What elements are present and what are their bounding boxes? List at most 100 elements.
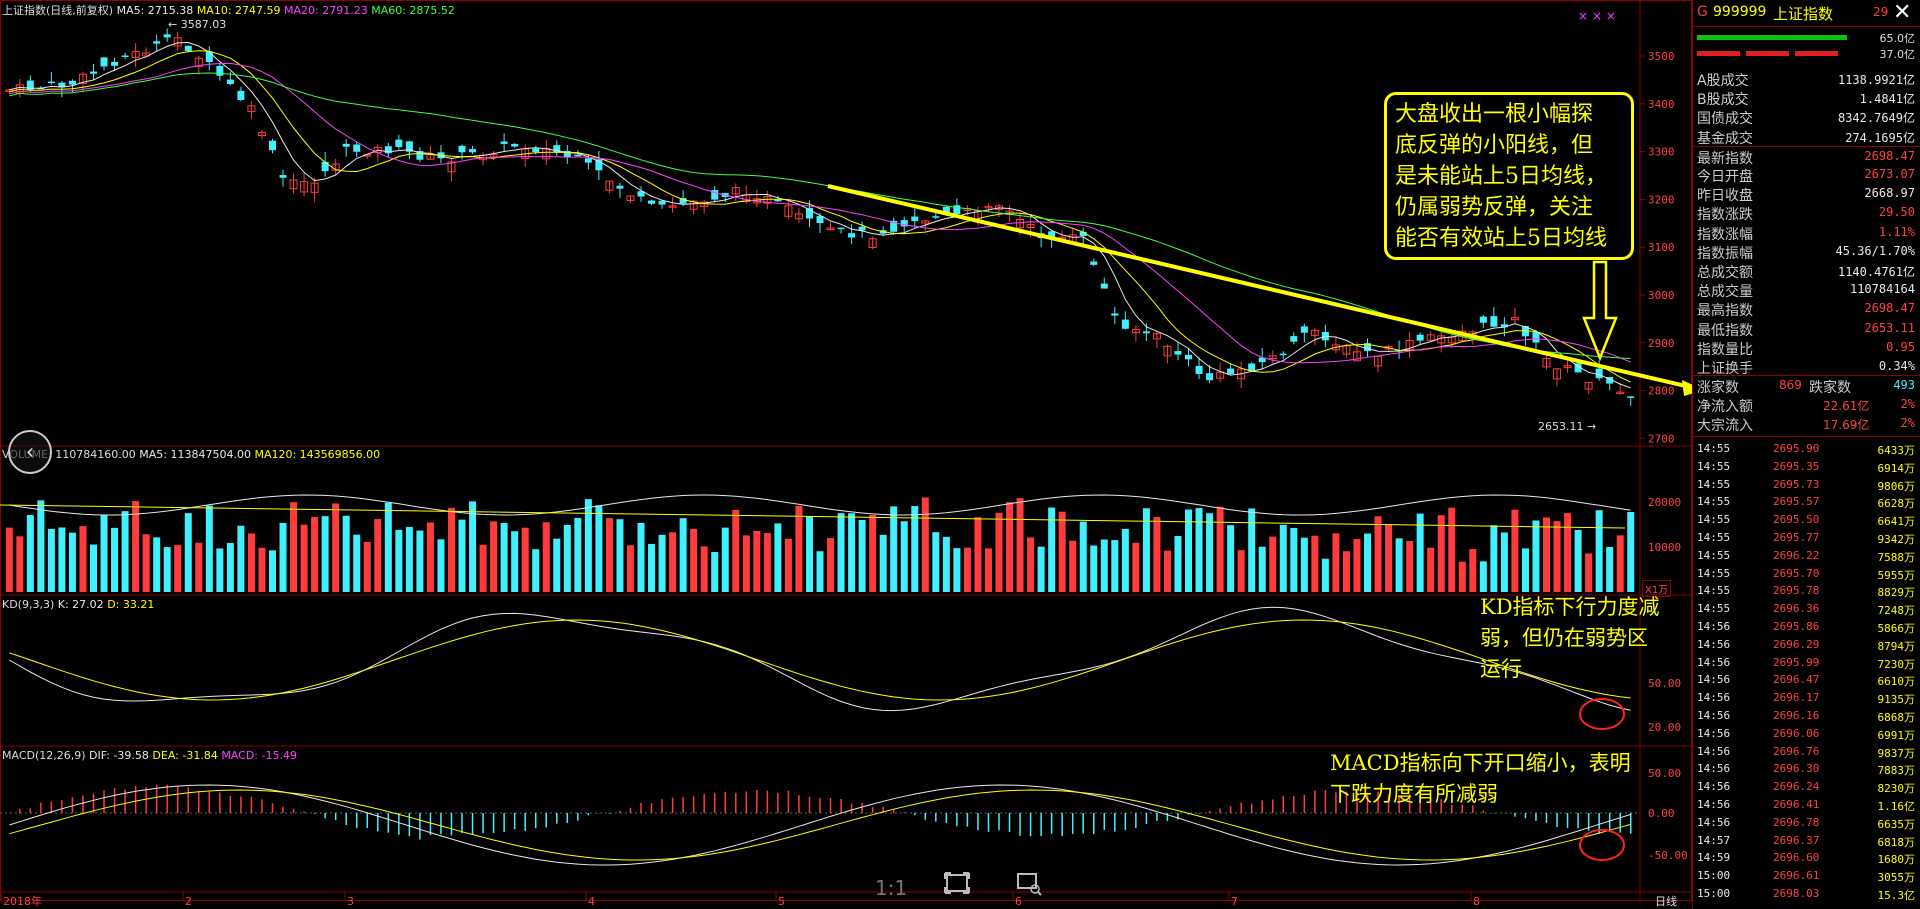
fullscreen-icon[interactable]: [944, 872, 970, 894]
stat-value: 2668.97: [1864, 186, 1915, 201]
tick-row[interactable]: 14:56 2696.16 6868万: [1693, 707, 1920, 725]
tick-price: 2696.24: [1773, 780, 1820, 794]
vol-ma120-line: [0, 504, 1626, 529]
volume-bar: [1069, 540, 1077, 592]
tick-price: 2696.16: [1773, 709, 1820, 722]
volume-bar: [395, 529, 403, 592]
candle-body: [1111, 313, 1119, 316]
volume-bar: [416, 530, 424, 592]
prev-arrow-icon[interactable]: ‹: [8, 430, 52, 474]
close-icon[interactable]: ✕: [1893, 0, 1912, 25]
kline-chart-svg[interactable]: 3500 3400 3300 3200 3100 3000 2900 2800 2700 2000…: [0, 0, 1692, 909]
volume-bar: [521, 527, 529, 592]
volume-bar: [1437, 515, 1445, 592]
tick-row[interactable]: 14:55 2696.36 7248万: [1693, 600, 1920, 618]
volume-bar: [226, 542, 234, 592]
tick-row[interactable]: 14:56 2696.17 9135万: [1693, 689, 1920, 707]
candle-body: [47, 81, 55, 84]
tick-row[interactable]: 14:55 2695.90 6433万: [1693, 440, 1920, 458]
volume-bar: [879, 534, 887, 592]
tick-row[interactable]: 14:55 2695.35 6914万: [1693, 458, 1920, 476]
tick-row[interactable]: 14:56 2696.78 6635万: [1693, 814, 1920, 832]
tick-time: 14:55: [1697, 459, 1731, 473]
tick-row[interactable]: 14:55 2695.50 6641万: [1693, 511, 1920, 529]
candle-body: [321, 161, 329, 172]
tick-row[interactable]: 14:57 2696.37 6818万: [1693, 832, 1920, 850]
tick-time: 14:56: [1697, 637, 1731, 651]
tick-time: 14:55: [1697, 477, 1731, 491]
zoom-ratio-label[interactable]: 1:1: [875, 876, 908, 900]
macd-tick-label: 50.00: [1648, 767, 1681, 780]
macd-legend: MACD(12,26,9) DIF: -39.58 DEA: -31.84 MA…: [2, 749, 297, 762]
kd-callout-line: 运行: [1480, 657, 1522, 681]
tick-row[interactable]: 14:55 2695.57 6628万: [1693, 493, 1920, 511]
candle-body: [1206, 373, 1214, 381]
candle-body: [1195, 365, 1203, 374]
tick-row[interactable]: 14:55 2695.73 9806万: [1693, 476, 1920, 494]
tick-row[interactable]: 14:56 2696.30 7883万: [1693, 760, 1920, 778]
tick-row[interactable]: 14:59 2696.60 1680万: [1693, 849, 1920, 867]
volume-bar: [121, 511, 129, 592]
net-inflow-value: 22.61亿: [1823, 399, 1870, 413]
panel-header-right: 29: [1873, 5, 1889, 19]
volume-bar: [1216, 506, 1224, 592]
tick-price: 2695.50: [1773, 513, 1820, 527]
volume-bar: [1279, 524, 1287, 592]
candle-body: [1279, 353, 1287, 356]
volume-bar: [16, 536, 24, 592]
volume-bar: [458, 519, 466, 592]
tick-row[interactable]: 14:56 2696.29 8794万: [1693, 636, 1920, 654]
tick-row[interactable]: 14:56 2695.86 5866万: [1693, 618, 1920, 636]
volume-bar: [1406, 540, 1414, 592]
tick-row[interactable]: 14:56 2695.99 7230万: [1693, 654, 1920, 672]
stat-label: 总成交量: [1697, 284, 1753, 301]
tick-row[interactable]: 14:55 2696.22 7588万: [1693, 547, 1920, 565]
candle-body: [131, 51, 140, 58]
tick-time: 14:56: [1697, 673, 1731, 687]
x-axis-label: 4: [588, 895, 595, 908]
candle-body: [953, 205, 961, 214]
candle-body: [458, 145, 466, 153]
candle-body: [563, 150, 571, 158]
volume-bar: [311, 517, 319, 592]
tick-row[interactable]: 14:56 2696.76 9837万: [1693, 743, 1920, 761]
tick-volume: 8230万: [1877, 782, 1916, 796]
candle-body: [1616, 391, 1625, 395]
chart-area[interactable]: 3500 3400 3300 3200 3100 3000 2900 2800 2700 2000…: [0, 0, 1692, 909]
stat-row: 指数涨跌 29.50: [1693, 203, 1920, 223]
price-legend: 上证指数(日线,前复权) MA5: 2715.38 MA10: 2747.59 …: [2, 2, 455, 18]
stat-value: 2673.07: [1864, 167, 1915, 181]
tick-row[interactable]: 14:56 2696.24 8230万: [1693, 778, 1920, 796]
volume-bar: [1037, 546, 1045, 592]
tick-row[interactable]: 14:55 2695.77 9342万: [1693, 529, 1920, 547]
candle-body: [868, 238, 877, 248]
tick-row[interactable]: 14:56 2696.41 1.16亿: [1693, 796, 1920, 814]
screenshot-icon[interactable]: [1016, 872, 1042, 896]
stat-value: 110784164: [1849, 282, 1915, 297]
candle-body: [68, 80, 76, 85]
macd-tick-label: 0.00: [1648, 807, 1675, 820]
ma60-line: [9, 72, 1631, 359]
candle-body: [1131, 328, 1140, 334]
volume-bar: [384, 502, 392, 592]
volume-bar: [1058, 511, 1066, 592]
macd-tick-label: -50.00: [1648, 849, 1688, 862]
panel-header: G 999999 上证指数 29 ✕: [1693, 0, 1920, 27]
stat-value: 274.1695亿: [1845, 130, 1915, 145]
tick-volume: 6818万: [1877, 835, 1916, 849]
tick-price: 2695.57: [1773, 495, 1820, 509]
price-tick-label: 3500: [1648, 50, 1675, 63]
volume-bar: [1121, 528, 1129, 592]
volume-bar: [1416, 513, 1424, 592]
tick-row[interactable]: 14:56 2696.06 6991万: [1693, 725, 1920, 743]
tick-row[interactable]: 14:55 2695.78 8829万: [1693, 582, 1920, 600]
candle-body: [469, 149, 477, 153]
volume-bar: [1100, 539, 1108, 592]
tick-row[interactable]: 14:56 2696.47 6610万: [1693, 671, 1920, 689]
volume-bar: [1006, 502, 1014, 592]
candle-body: [500, 141, 508, 144]
tick-row[interactable]: 15:00 2698.03 15.3亿: [1693, 885, 1920, 903]
tick-price: 2695.86: [1773, 620, 1820, 633]
tick-row[interactable]: 15:00 2696.61 3055万: [1693, 867, 1920, 885]
tick-row[interactable]: 14:55 2695.70 5955万: [1693, 565, 1920, 583]
